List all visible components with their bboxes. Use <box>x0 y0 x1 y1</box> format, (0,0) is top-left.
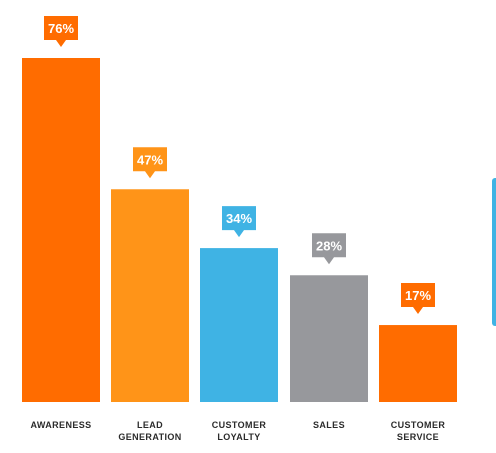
category-label-line: AWARENESS <box>30 420 91 430</box>
value-callout-3 <box>222 206 256 238</box>
bar-2 <box>111 189 189 402</box>
bar-1 <box>22 58 100 402</box>
edge-accent-panel <box>492 178 496 326</box>
category-label-5: CUSTOMER SERVICE <box>391 420 446 442</box>
category-label-1: AWARENESS <box>30 420 91 430</box>
bar-4 <box>290 275 368 402</box>
category-label-2: LEAD GENERATION <box>118 420 181 442</box>
category-label-line: CUSTOMER <box>391 420 446 430</box>
value-label-1: 76% <box>48 21 74 36</box>
value-label-3: 34% <box>226 211 252 226</box>
category-label-4: SALES <box>313 420 345 430</box>
value-label-4: 28% <box>316 238 342 253</box>
value-label-2: 47% <box>137 152 163 167</box>
value-label-5: 17% <box>405 288 431 303</box>
category-label-line: LOYALTY <box>217 432 260 442</box>
category-label-line: SERVICE <box>397 432 439 442</box>
value-callout-2 <box>133 147 167 179</box>
category-label-line: SALES <box>313 420 345 430</box>
category-label-line: CUSTOMER <box>212 420 267 430</box>
bar-3 <box>200 248 278 402</box>
value-callout-4 <box>312 233 346 265</box>
category-label-line: GENERATION <box>118 432 181 442</box>
category-label-line: LEAD <box>137 420 163 430</box>
value-callout-5 <box>401 283 435 315</box>
value-callout-1 <box>44 16 78 47</box>
category-label-3: CUSTOMER LOYALTY <box>212 420 267 442</box>
bar-5 <box>379 325 457 402</box>
